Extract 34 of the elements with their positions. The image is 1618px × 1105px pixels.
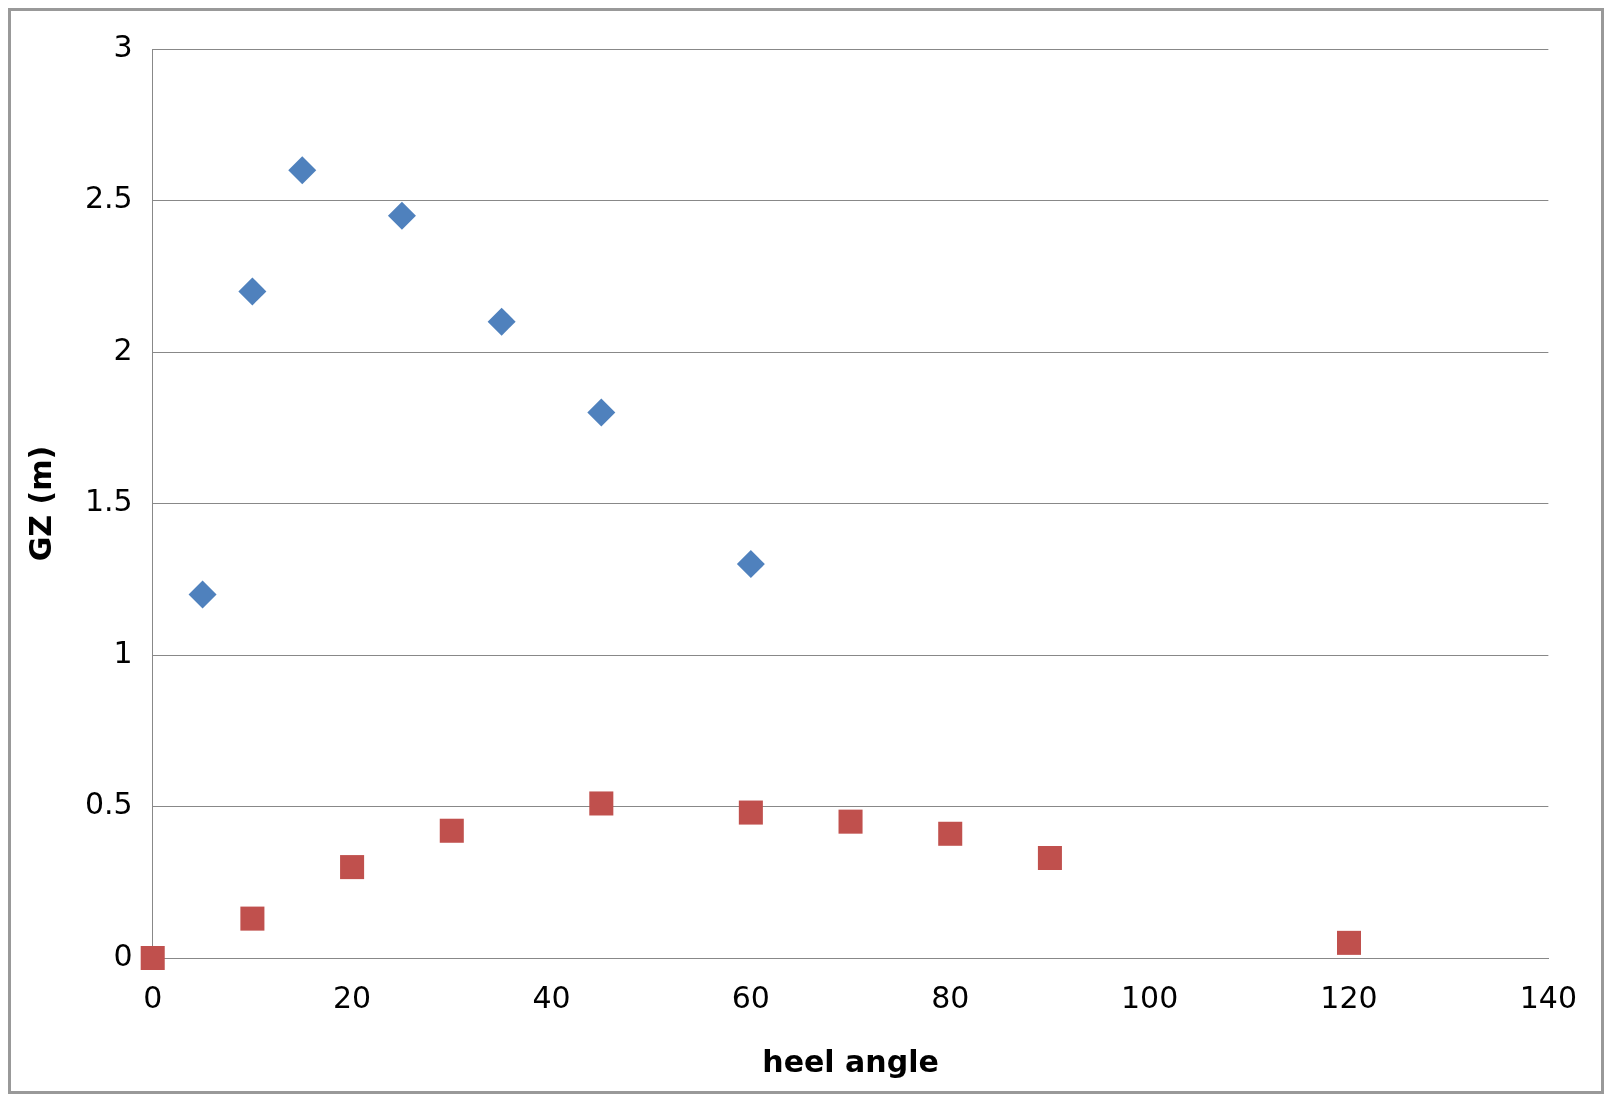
point <box>1037 845 1062 871</box>
point <box>738 800 763 825</box>
point <box>589 791 614 816</box>
point <box>1336 930 1362 955</box>
point <box>240 906 265 931</box>
point <box>188 580 217 609</box>
x-tick-label: 40 <box>532 979 571 1015</box>
y-tick-label: 3 <box>113 28 133 64</box>
point <box>587 398 616 427</box>
x-tick-label: 100 <box>1120 979 1179 1015</box>
y-tick-label: 2 <box>113 331 133 367</box>
x-tick-label: 120 <box>1320 979 1378 1015</box>
point <box>288 156 317 185</box>
y-tick-label: 1 <box>113 634 133 670</box>
x-tick-label: 140 <box>1519 979 1577 1015</box>
y-tick-label: 0.5 <box>84 786 133 822</box>
point <box>340 855 365 880</box>
point <box>439 818 464 843</box>
y-tick-label: 0 <box>113 937 133 973</box>
y-tick-label: 2.5 <box>84 180 133 216</box>
y-tick-label: 1.5 <box>84 483 133 519</box>
x-axis-title: heel angle <box>762 1043 939 1079</box>
point <box>238 277 267 306</box>
x-tick-label: 0 <box>143 979 163 1015</box>
x-tick-label: 20 <box>333 979 372 1015</box>
point <box>938 821 963 846</box>
x-tick-label: 60 <box>731 979 770 1015</box>
point <box>838 809 863 834</box>
point <box>736 550 765 579</box>
point <box>387 201 416 230</box>
y-axis-title: GZ (m) <box>22 445 58 562</box>
point <box>140 945 165 971</box>
point <box>487 307 516 336</box>
x-tick-label: 80 <box>931 979 970 1015</box>
